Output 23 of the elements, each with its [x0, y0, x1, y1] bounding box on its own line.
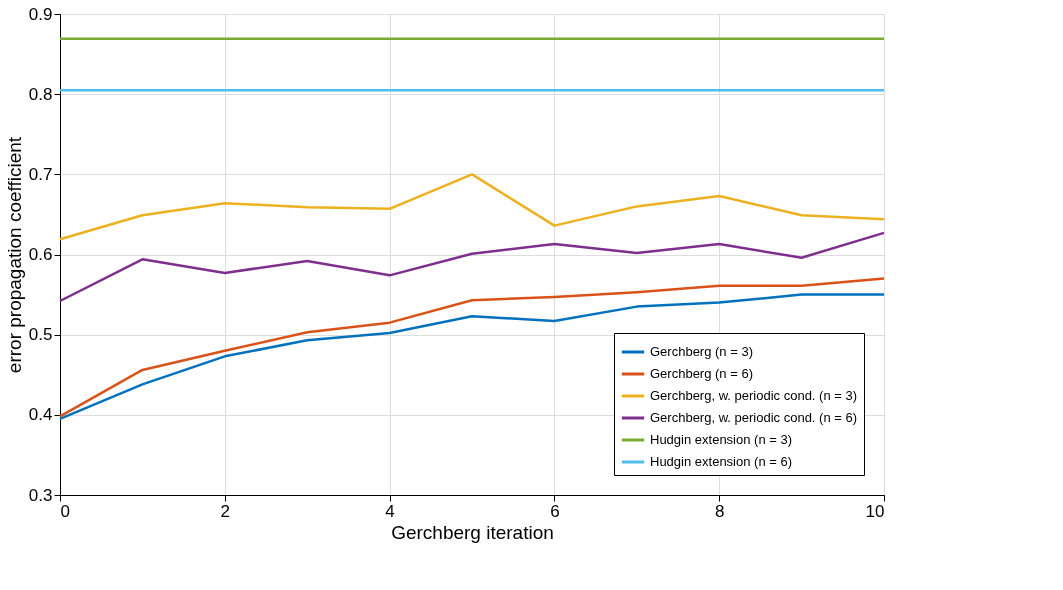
- x-tick-label: 10: [865, 501, 885, 521]
- y-tick-label: 0.3: [28, 485, 53, 505]
- y-axis-title: error propagation coefficient: [3, 136, 25, 374]
- x-tick-label: 4: [385, 501, 395, 521]
- legend-label: Hudgin extension (n = 6): [650, 454, 793, 469]
- line-series: [58, 173, 886, 241]
- legend-label: Gerchberg, w. periodic cond. (n = 3): [650, 388, 858, 403]
- x-tick-label: 6: [550, 501, 560, 521]
- legend-label: Gerchberg (n = 6): [650, 366, 753, 381]
- x-tick-label: 0: [60, 501, 70, 521]
- y-tick-label: 0.9: [28, 4, 53, 24]
- legend-label: Gerchberg, w. periodic cond. (n = 6): [650, 410, 858, 425]
- y-tick-label: 0.8: [28, 84, 53, 104]
- y-tick-label: 0.6: [28, 245, 53, 264]
- y-tick-label: 0.5: [28, 325, 53, 345]
- y-tick-label: 0.7: [28, 164, 53, 184]
- legend-label: Gerchberg (n = 3): [650, 344, 753, 359]
- y-tick-label: 0.4: [28, 405, 53, 425]
- legend-label: Hudgin extension (n = 3): [650, 432, 793, 447]
- line-series: [58, 231, 886, 303]
- x-axis-title: Gerchberg iteration: [391, 521, 554, 543]
- x-tick-label: 8: [714, 501, 725, 521]
- x-tick-label: 2: [220, 501, 231, 521]
